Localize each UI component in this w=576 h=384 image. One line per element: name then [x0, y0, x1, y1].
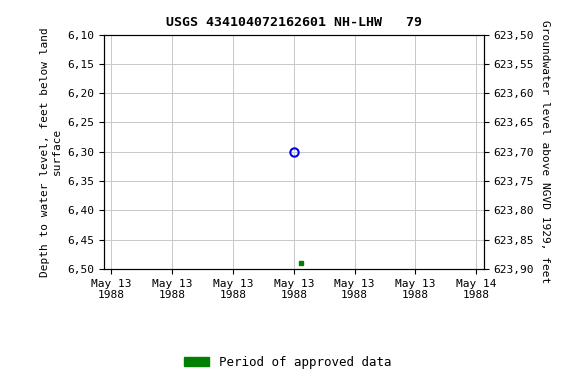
Legend: Period of approved data: Period of approved data: [179, 351, 397, 374]
Title: USGS 434104072162601 NH-LHW   79: USGS 434104072162601 NH-LHW 79: [166, 16, 422, 29]
Y-axis label: Groundwater level above NGVD 1929, feet: Groundwater level above NGVD 1929, feet: [540, 20, 550, 283]
Y-axis label: Depth to water level, feet below land
surface: Depth to water level, feet below land su…: [40, 27, 62, 276]
